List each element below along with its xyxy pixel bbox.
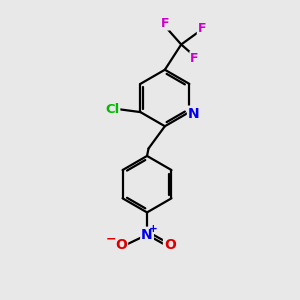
Text: F: F — [190, 52, 199, 65]
Text: N: N — [141, 228, 153, 242]
Text: Cl: Cl — [105, 103, 119, 116]
Text: O: O — [164, 238, 176, 252]
Text: F: F — [198, 22, 206, 35]
Text: N: N — [188, 106, 200, 121]
Text: −: − — [105, 233, 116, 246]
Text: F: F — [160, 16, 169, 30]
Text: +: + — [149, 224, 158, 234]
Text: O: O — [115, 238, 127, 252]
